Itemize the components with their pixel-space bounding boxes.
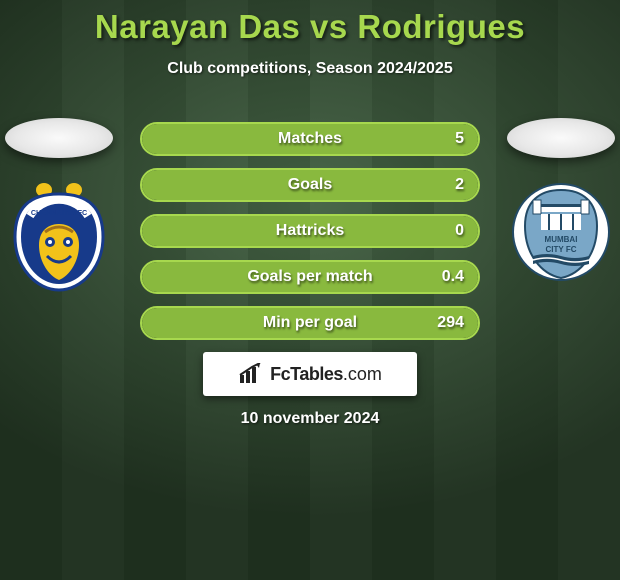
svg-text:CITY FC: CITY FC [546, 245, 577, 254]
mumbai-city-badge-icon: MUMBAI CITY FC [511, 182, 611, 292]
brand-prefix: Fc [270, 364, 290, 384]
brand-text: FcTables.com [270, 364, 382, 385]
stat-value-right: 0 [455, 222, 464, 240]
page-title: Narayan Das vs Rodrigues [0, 0, 620, 46]
stats-list: Matches 5 Goals 2 Hattricks 0 Goals per match 0… [140, 122, 480, 340]
page-subtitle: Club competitions, Season 2024/2025 [0, 60, 620, 78]
player-left: CHENNAIYIN FC [4, 118, 114, 292]
stat-label: Goals [288, 176, 332, 194]
stat-row: Matches 5 [140, 122, 480, 156]
stat-label: Goals per match [247, 268, 372, 286]
stat-label: Matches [278, 130, 342, 148]
stat-value-right: 2 [455, 176, 464, 194]
stat-value-right: 0.4 [442, 268, 464, 286]
brand-chart-icon [238, 363, 264, 385]
brand-box: FcTables.com [203, 352, 417, 396]
club-badge-right: MUMBAI CITY FC [511, 182, 611, 292]
stat-value-right: 294 [437, 314, 464, 332]
stat-label: Min per goal [263, 314, 357, 332]
stat-row: Min per goal 294 [140, 306, 480, 340]
club-badge-left: CHENNAIYIN FC [9, 182, 109, 292]
stat-value-right: 5 [455, 130, 464, 148]
svg-text:MUMBAI: MUMBAI [545, 235, 578, 244]
stat-row: Goals per match 0.4 [140, 260, 480, 294]
svg-text:CHENNAIYIN FC: CHENNAIYIN FC [31, 208, 87, 217]
player-left-silhouette [5, 118, 113, 158]
brand-main: Tables [290, 364, 343, 384]
stat-label: Hattricks [276, 222, 344, 240]
content-wrapper: Narayan Das vs Rodrigues Club competitio… [0, 0, 620, 78]
brand-suffix: .com [343, 364, 382, 384]
stat-row: Goals 2 [140, 168, 480, 202]
stat-row: Hattricks 0 [140, 214, 480, 248]
player-right: MUMBAI CITY FC [506, 118, 616, 292]
date-text: 10 november 2024 [241, 410, 380, 428]
chennaiyin-badge-icon: CHENNAIYIN FC [9, 182, 109, 292]
player-right-silhouette [507, 118, 615, 158]
